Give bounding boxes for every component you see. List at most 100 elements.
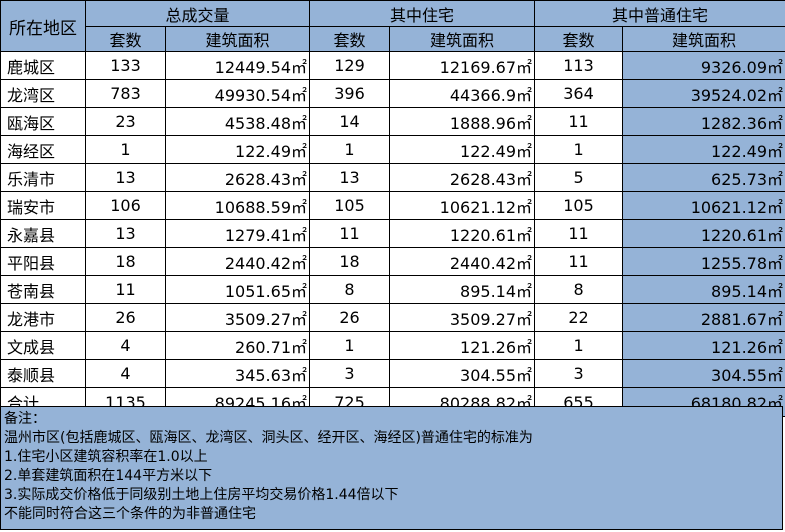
- residential-count-cell[interactable]: 8: [309, 275, 391, 304]
- total-area-cell[interactable]: 4538.48㎡: [164, 107, 311, 136]
- residential-count-cell[interactable]: 1: [309, 135, 391, 164]
- total-count-cell[interactable]: 133: [85, 51, 166, 80]
- residential-count-cell[interactable]: 3: [309, 359, 391, 388]
- residential-count-cell[interactable]: 14: [309, 107, 391, 136]
- residential-area-cell[interactable]: 304.55㎡: [389, 359, 536, 388]
- notes-cell[interactable]: 备注： 温州市区(包括鹿城区、瓯海区、龙湾区、洞头区、经开区、海经区)普通住宅的标…: [0, 406, 783, 530]
- region-cell[interactable]: 泰顺县: [0, 359, 86, 388]
- header-count[interactable]: 套数: [309, 26, 391, 52]
- region-cell[interactable]: 龙港市: [0, 303, 86, 332]
- region-cell[interactable]: 鹿城区: [0, 51, 86, 80]
- region-cell[interactable]: 乐清市: [0, 163, 86, 192]
- ordinary-count-cell[interactable]: 1: [534, 135, 624, 164]
- ordinary-area-cell[interactable]: 1255.78㎡: [622, 247, 785, 276]
- header-count[interactable]: 套数: [534, 26, 624, 52]
- total-area-cell[interactable]: 10688.59㎡: [164, 191, 311, 220]
- total-count-cell[interactable]: 13: [85, 219, 166, 248]
- residential-count-cell[interactable]: 396: [309, 79, 391, 108]
- region-cell[interactable]: 海经区: [0, 135, 86, 164]
- residential-count-cell[interactable]: 13: [309, 163, 391, 192]
- residential-count-cell[interactable]: 11: [309, 219, 391, 248]
- ordinary-area-cell[interactable]: 304.55㎡: [622, 359, 785, 388]
- table-row: 瑞安市 106 10688.59㎡ 105 10621.12㎡ 105 10621.12㎡: [0, 191, 785, 220]
- residential-area-cell[interactable]: 1220.61㎡: [389, 219, 536, 248]
- total-count-cell[interactable]: 18: [85, 247, 166, 276]
- ordinary-area-cell[interactable]: 895.14㎡: [622, 275, 785, 304]
- total-count-cell[interactable]: 13: [85, 163, 166, 192]
- residential-area-cell[interactable]: 12169.67㎡: [389, 51, 536, 80]
- total-count-cell[interactable]: 106: [85, 191, 166, 220]
- ordinary-area-cell[interactable]: 121.26㎡: [622, 331, 785, 360]
- total-count-cell[interactable]: 783: [85, 79, 166, 108]
- residential-area-cell[interactable]: 122.49㎡: [389, 135, 536, 164]
- total-area-cell[interactable]: 2628.43㎡: [164, 163, 311, 192]
- header-area[interactable]: 建筑面积: [164, 26, 311, 52]
- ordinary-count-cell[interactable]: 3: [534, 359, 624, 388]
- total-count-cell[interactable]: 23: [85, 107, 166, 136]
- residential-area-cell[interactable]: 44366.9㎡: [389, 79, 536, 108]
- residential-area-cell[interactable]: 2628.43㎡: [389, 163, 536, 192]
- region-cell[interactable]: 苍南县: [0, 275, 86, 304]
- residential-count-cell[interactable]: 1: [309, 331, 391, 360]
- residential-area-cell[interactable]: 10621.12㎡: [389, 191, 536, 220]
- total-area-cell[interactable]: 3509.27㎡: [164, 303, 311, 332]
- region-cell[interactable]: 瓯海区: [0, 107, 86, 136]
- ordinary-count-cell[interactable]: 22: [534, 303, 624, 332]
- ordinary-count-cell[interactable]: 5: [534, 163, 624, 192]
- ordinary-count-cell[interactable]: 113: [534, 51, 624, 80]
- table-row: 文成县 4 260.71㎡ 1 121.26㎡ 1 121.26㎡: [0, 331, 785, 360]
- header-area[interactable]: 建筑面积: [389, 26, 536, 52]
- residential-area-cell[interactable]: 1888.96㎡: [389, 107, 536, 136]
- residential-count-cell[interactable]: 129: [309, 51, 391, 80]
- ordinary-area-cell[interactable]: 1220.61㎡: [622, 219, 785, 248]
- ordinary-count-cell[interactable]: 105: [534, 191, 624, 220]
- header-region[interactable]: 所在地区: [0, 0, 86, 52]
- table-row: 苍南县 11 1051.65㎡ 8 895.14㎡ 8 895.14㎡: [0, 275, 785, 304]
- region-cell[interactable]: 文成县: [0, 331, 86, 360]
- ordinary-count-cell[interactable]: 1: [534, 331, 624, 360]
- total-area-cell[interactable]: 1051.65㎡: [164, 275, 311, 304]
- total-area-cell[interactable]: 49930.54㎡: [164, 79, 311, 108]
- ordinary-area-cell[interactable]: 122.49㎡: [622, 135, 785, 164]
- ordinary-count-cell[interactable]: 11: [534, 107, 624, 136]
- total-count-cell[interactable]: 11: [85, 275, 166, 304]
- total-count-cell[interactable]: 1: [85, 135, 166, 164]
- header-ordinary-residential[interactable]: 其中普通住宅: [534, 0, 785, 27]
- ordinary-count-cell[interactable]: 11: [534, 219, 624, 248]
- header-total-volume[interactable]: 总成交量: [84, 0, 311, 27]
- residential-area-cell[interactable]: 895.14㎡: [389, 275, 536, 304]
- ordinary-count-cell[interactable]: 8: [534, 275, 624, 304]
- header-residential[interactable]: 其中住宅: [309, 0, 536, 27]
- ordinary-count-cell[interactable]: 364: [534, 79, 624, 108]
- total-area-cell[interactable]: 12449.54㎡: [164, 51, 311, 80]
- total-count-cell[interactable]: 4: [85, 359, 166, 388]
- table-row: 平阳县 18 2440.42㎡ 18 2440.42㎡ 11 1255.78㎡: [0, 247, 785, 276]
- total-count-cell[interactable]: 4: [85, 331, 166, 360]
- residential-count-cell[interactable]: 105: [309, 191, 391, 220]
- region-cell[interactable]: 龙湾区: [0, 79, 86, 108]
- residential-count-cell[interactable]: 26: [309, 303, 391, 332]
- header-area[interactable]: 建筑面积: [622, 26, 785, 52]
- header-row-2: 套数 建筑面积 套数 建筑面积 套数 建筑面积: [0, 26, 785, 52]
- total-area-cell[interactable]: 122.49㎡: [164, 135, 311, 164]
- total-area-cell[interactable]: 260.71㎡: [164, 331, 311, 360]
- region-cell[interactable]: 瑞安市: [0, 191, 86, 220]
- ordinary-area-cell[interactable]: 625.73㎡: [622, 163, 785, 192]
- region-cell[interactable]: 永嘉县: [0, 219, 86, 248]
- ordinary-count-cell[interactable]: 11: [534, 247, 624, 276]
- ordinary-area-cell[interactable]: 2881.67㎡: [622, 303, 785, 332]
- ordinary-area-cell[interactable]: 1282.36㎡: [622, 107, 785, 136]
- residential-area-cell[interactable]: 121.26㎡: [389, 331, 536, 360]
- residential-count-cell[interactable]: 18: [309, 247, 391, 276]
- ordinary-area-cell[interactable]: 10621.12㎡: [622, 191, 785, 220]
- ordinary-area-cell[interactable]: 39524.02㎡: [622, 79, 785, 108]
- total-area-cell[interactable]: 2440.42㎡: [164, 247, 311, 276]
- total-area-cell[interactable]: 1279.41㎡: [164, 219, 311, 248]
- total-count-cell[interactable]: 26: [85, 303, 166, 332]
- residential-area-cell[interactable]: 3509.27㎡: [389, 303, 536, 332]
- residential-area-cell[interactable]: 2440.42㎡: [389, 247, 536, 276]
- header-count[interactable]: 套数: [85, 26, 166, 52]
- region-cell[interactable]: 平阳县: [0, 247, 86, 276]
- total-area-cell[interactable]: 345.63㎡: [164, 359, 311, 388]
- ordinary-area-cell[interactable]: 9326.09㎡: [622, 51, 785, 80]
